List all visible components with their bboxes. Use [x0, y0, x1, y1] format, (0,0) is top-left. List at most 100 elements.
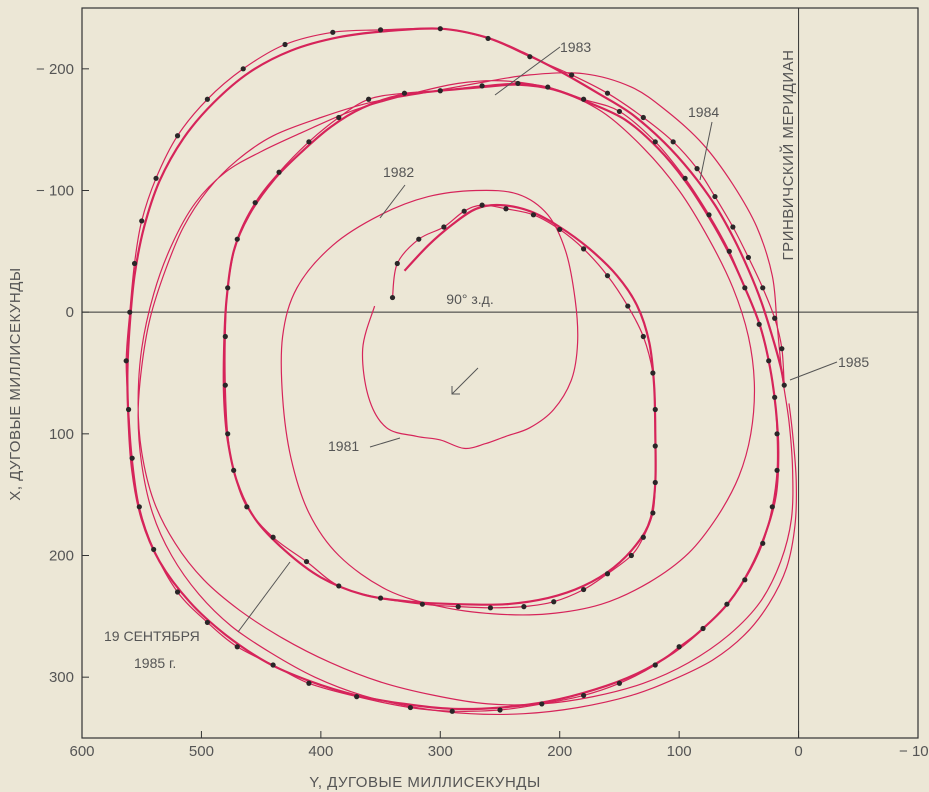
observation-point [153, 175, 159, 181]
observation-point [174, 589, 181, 595]
observation-point [676, 644, 682, 650]
leader-line-1983 [494, 46, 561, 96]
observation-point [204, 619, 210, 626]
x-tick-label: 600 [69, 743, 94, 760]
observation-point [125, 406, 132, 413]
observation-point [700, 625, 706, 632]
year-label-1983: 1983 [560, 39, 591, 55]
observation-point [742, 285, 748, 291]
year-label-1984: 1984 [688, 104, 719, 120]
x-tick-label: 0 [794, 743, 802, 760]
observation-point [449, 708, 455, 714]
observation-point [604, 273, 611, 279]
x-tick-label: 400 [308, 743, 333, 760]
observation-point [569, 72, 575, 78]
observation-point [461, 208, 467, 214]
observation-point [129, 455, 135, 461]
observation-point [745, 254, 752, 261]
observation-point [756, 321, 762, 327]
observation-point [441, 224, 447, 230]
greenwich-meridian-label: ГРИНВИЧСКИЙ МЕРИДИАН [779, 50, 797, 261]
y-tick-label: 0 [66, 304, 74, 321]
observation-point [151, 546, 157, 553]
date-label-line2: 1985 г. [134, 655, 176, 671]
observation-point [779, 346, 785, 352]
observation-point [127, 309, 133, 315]
observation-point [377, 27, 384, 33]
observation-point [234, 236, 240, 242]
observation-point [625, 303, 631, 309]
observation-point [616, 680, 623, 686]
observation-point [131, 260, 138, 267]
leader-line-1984 [699, 121, 713, 181]
observation-point [276, 169, 282, 175]
observation-point [416, 236, 422, 242]
observation-point [557, 226, 563, 233]
observation-point [760, 540, 766, 546]
observation-point [530, 212, 537, 218]
leader-line-1985 [789, 361, 838, 381]
observation-point [306, 680, 312, 686]
observation-point [772, 394, 778, 400]
leader-line-date [237, 561, 291, 633]
observation-point [234, 644, 240, 650]
observation-point [487, 605, 494, 611]
observation-point [252, 200, 258, 206]
leader-line-1981 [369, 437, 401, 448]
observation-point [139, 218, 145, 224]
observation-point [222, 382, 228, 388]
observation-point [437, 88, 443, 94]
y-tick-label: 300 [49, 669, 74, 686]
observation-point [652, 139, 658, 145]
observation-point [225, 431, 231, 437]
observation-point [640, 534, 646, 540]
y-axis-title: X, ДУГОВЫЕ МИЛЛИСЕКУНДЫ [7, 267, 24, 500]
observation-point [545, 84, 551, 90]
observation-point [772, 315, 778, 321]
observation-point [455, 604, 461, 610]
observation-point [604, 90, 611, 96]
observation-point [640, 114, 646, 121]
x-axis-title: Y, ДУГОВЫЕ МИЛЛИСЕКУНДЫ [309, 774, 540, 791]
observation-point [628, 552, 634, 559]
leader-line-1982 [379, 184, 406, 219]
x-tick-label: 200 [547, 743, 572, 760]
observation-point [330, 29, 336, 35]
observation-point [652, 479, 658, 486]
year-label-1981: 1981 [328, 438, 359, 454]
leader-lines [237, 46, 838, 633]
x-tick-label: 100 [667, 743, 692, 760]
observation-point [527, 54, 533, 60]
observation-point [774, 467, 780, 473]
observation-point [407, 704, 414, 711]
observation-point [174, 133, 181, 139]
y-tick-label: 100 [49, 426, 74, 443]
series-observed-line [125, 27, 785, 712]
observation-point [270, 662, 276, 668]
observation-point [650, 370, 656, 376]
observation-point [282, 41, 288, 48]
observation-point [401, 90, 408, 96]
observation-point [760, 285, 766, 291]
observation-point [270, 534, 276, 540]
observation-point [742, 577, 748, 583]
observation-point [616, 108, 623, 115]
observation-point [503, 206, 509, 212]
drift-arrow-shaft [451, 367, 479, 395]
observation-point [774, 431, 780, 437]
observation-point [497, 707, 503, 713]
observation-point [222, 333, 228, 340]
point-layer [123, 26, 787, 714]
observation-point [204, 96, 210, 102]
observation-point [521, 604, 527, 610]
observation-point [377, 595, 384, 601]
observation-point [336, 583, 342, 589]
observation-point [650, 510, 656, 516]
observation-point [652, 443, 658, 449]
observation-point [231, 467, 237, 473]
observation-point [336, 114, 342, 121]
y-tick-label: − 100 [36, 183, 74, 200]
observation-point [652, 662, 658, 668]
observation-point [730, 224, 736, 230]
